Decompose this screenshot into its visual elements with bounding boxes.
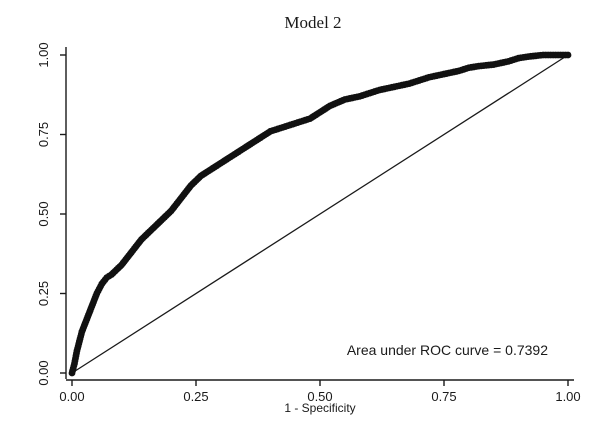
roc-point bbox=[564, 51, 572, 59]
y-tick-label: 1.00 bbox=[36, 42, 51, 67]
x-axis-ticks: 0.00 0.25 0.50 0.75 1.00 bbox=[59, 380, 581, 404]
x-tick-label: 0.25 bbox=[183, 389, 208, 404]
y-tick-label: 0.50 bbox=[36, 201, 51, 226]
y-tick-label: 0.25 bbox=[36, 281, 51, 306]
chart-title: Model 2 bbox=[284, 13, 341, 32]
roc-curve-points bbox=[68, 51, 572, 377]
y-axis-ticks: 0.00 0.25 0.50 0.75 1.00 bbox=[36, 42, 66, 386]
auc-annotation: Area under ROC curve = 0.7392 bbox=[347, 342, 548, 358]
y-tick-label: 0.00 bbox=[36, 360, 51, 385]
x-tick-label: 0.75 bbox=[431, 389, 456, 404]
y-tick-label: 0.75 bbox=[36, 122, 51, 147]
reference-diagonal-line bbox=[71, 54, 569, 374]
x-tick-label: 0.00 bbox=[59, 389, 84, 404]
x-axis-label: 1 - Specificity bbox=[284, 401, 355, 415]
x-tick-label: 1.00 bbox=[555, 389, 580, 404]
x-tick-label: 0.50 bbox=[307, 389, 332, 404]
